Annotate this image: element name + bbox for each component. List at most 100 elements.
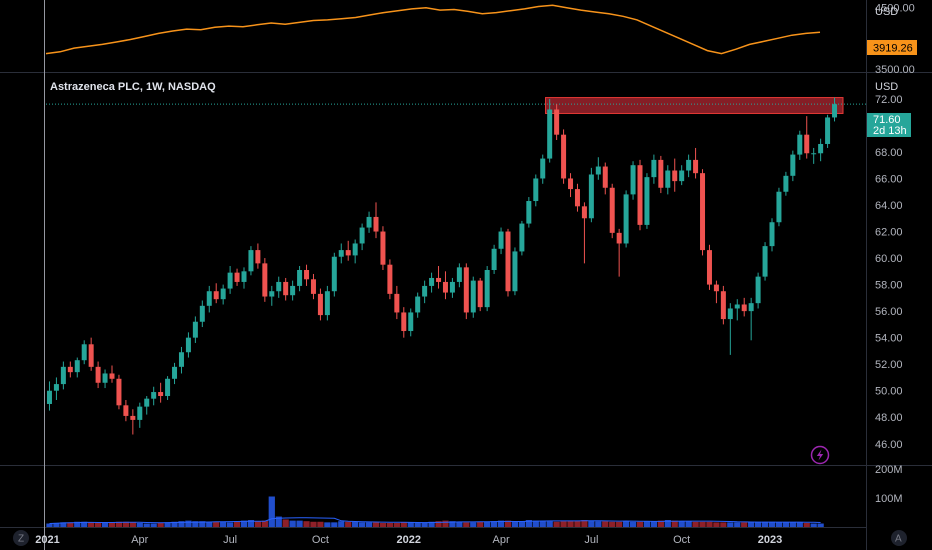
volume-bar	[588, 520, 595, 527]
candle	[491, 244, 497, 274]
candle	[158, 382, 164, 403]
volume-bar	[741, 522, 748, 527]
auto-scale-left-button[interactable]: Z	[13, 530, 29, 546]
volume-bar	[143, 523, 150, 527]
volume-bar	[213, 521, 220, 527]
volume-bar	[178, 521, 185, 527]
volume-bar	[650, 521, 658, 527]
candle	[262, 258, 268, 302]
volume-bar	[74, 521, 81, 527]
volume-bar	[428, 521, 435, 527]
candle	[776, 187, 782, 227]
candle	[109, 365, 115, 383]
volume-bar	[407, 522, 414, 527]
candle	[415, 292, 421, 318]
index-axis-tick-label: 4500.00	[875, 3, 915, 15]
volume-bar	[345, 521, 352, 527]
volume-bar	[261, 520, 268, 527]
candle	[637, 159, 643, 231]
candle	[700, 169, 706, 256]
volume-bar	[754, 521, 762, 527]
svg-text:A: A	[895, 534, 902, 545]
candle	[804, 116, 810, 159]
candle	[422, 280, 428, 304]
candle	[484, 266, 490, 312]
candle	[811, 147, 817, 164]
volume-bar	[254, 521, 262, 527]
volume-pane: 200M 100M	[46, 464, 903, 527]
volume-bar	[525, 520, 532, 527]
candle	[46, 381, 52, 411]
candle	[366, 211, 372, 233]
candle	[297, 266, 303, 292]
candle	[359, 223, 365, 251]
candle	[123, 400, 129, 422]
volume-bar	[539, 520, 546, 527]
candle	[595, 157, 601, 180]
candle	[116, 374, 122, 410]
price-axis-tick-label: 46.00	[875, 439, 903, 451]
volume-bar	[699, 521, 706, 527]
candle	[436, 266, 442, 289]
index-overlay-pane: 4500.00 3500.00	[45, 3, 915, 76]
candle	[658, 155, 664, 194]
volume-bar	[449, 521, 456, 527]
volume-bar	[817, 523, 824, 527]
candle	[192, 316, 198, 343]
candle	[276, 276, 282, 298]
price-axis-tick-label: 58.00	[875, 280, 903, 292]
candle	[581, 202, 587, 264]
candle	[505, 228, 511, 297]
last-price-text: 71.60	[873, 114, 901, 126]
time-axis[interactable]: 2021 Apr Jul Oct 2022 Apr Jul Oct 2023	[35, 534, 782, 546]
price-axis-tick-label: 56.00	[875, 306, 903, 318]
volume-bar	[317, 521, 324, 527]
candle	[825, 114, 831, 148]
volume-bar	[796, 522, 803, 527]
candlestick-series	[46, 97, 838, 435]
volume-bar	[574, 520, 581, 527]
volume-bar	[414, 522, 421, 527]
price-axis-tick-label: 68.00	[875, 147, 903, 159]
candle	[102, 369, 108, 389]
main-pane-unit-label: USD	[875, 81, 898, 93]
candle	[310, 273, 316, 300]
candle	[67, 361, 73, 378]
volume-bar	[53, 522, 60, 527]
index-last-value-tag	[867, 40, 917, 55]
resistance-zone-box[interactable]	[545, 97, 844, 114]
volume-bar	[94, 522, 102, 527]
candle	[540, 154, 546, 184]
candle	[783, 171, 789, 196]
volume-bar	[67, 522, 74, 527]
candle	[554, 104, 560, 140]
candle	[60, 361, 66, 390]
lightning-icon[interactable]	[810, 445, 830, 465]
volume-bar	[490, 521, 498, 527]
volume-bar	[803, 522, 810, 527]
candle	[713, 280, 719, 304]
volume-bar	[775, 522, 783, 527]
candle	[213, 283, 219, 304]
candle	[74, 357, 80, 378]
volume-bar	[303, 521, 310, 527]
volume-bar	[456, 521, 463, 527]
volume-bar	[768, 521, 776, 527]
candle	[178, 346, 184, 374]
volume-axis-tick-label: 200M	[875, 464, 903, 476]
volume-bar	[782, 522, 790, 527]
volume-bar	[289, 520, 296, 527]
candle	[331, 252, 337, 297]
candle	[477, 277, 483, 312]
candle	[769, 218, 775, 252]
price-axis[interactable]: 72.0070.0068.0066.0064.0062.0060.0058.00…	[875, 94, 903, 451]
candle	[727, 303, 733, 355]
volume-bar	[636, 521, 644, 527]
auto-scale-right-button[interactable]: A	[891, 530, 907, 546]
time-axis-tick-label: Oct	[312, 534, 329, 546]
volume-bar	[789, 522, 796, 527]
price-axis-tick-label: 60.00	[875, 253, 903, 265]
volume-bar	[247, 520, 255, 527]
candle	[720, 285, 726, 325]
